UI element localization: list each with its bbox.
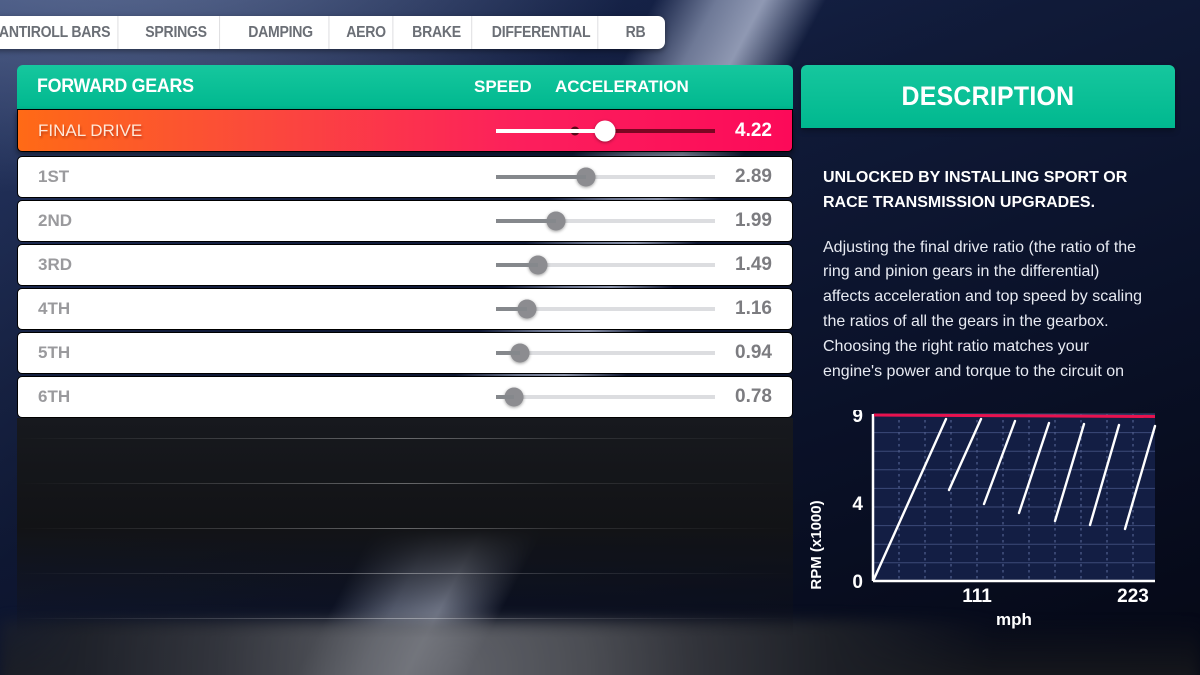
svg-text:4: 4 xyxy=(852,494,863,515)
svg-text:9: 9 xyxy=(852,410,863,427)
svg-text:111: 111 xyxy=(962,586,992,607)
svg-text:223: 223 xyxy=(1117,586,1149,607)
svg-text:mph: mph xyxy=(996,610,1032,629)
svg-text:0: 0 xyxy=(852,572,863,593)
svg-text:RPM (x1000): RPM (x1000) xyxy=(808,500,825,589)
